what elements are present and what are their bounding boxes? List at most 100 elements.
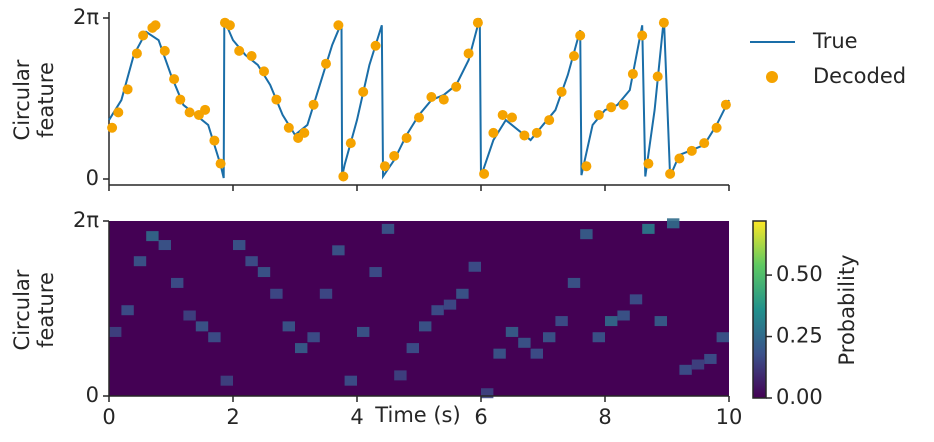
decoded-point: [150, 20, 161, 31]
heatmap-cell: [704, 353, 717, 364]
y-tick-label: 2π: [73, 208, 99, 232]
heatmap-cell: [468, 261, 481, 272]
decoded-point: [389, 150, 400, 161]
decoded-point: [259, 66, 269, 77]
y-tick-label: 0: [86, 383, 99, 407]
decoded-point: [224, 20, 235, 31]
decoded-point: [497, 109, 508, 120]
heatmap-cell: [605, 316, 618, 327]
decoded-point: [338, 171, 349, 182]
legend-label: Decoded: [813, 64, 906, 88]
decoded-point: [414, 112, 424, 123]
heatmap-cell: [270, 288, 283, 299]
x-tick-label: 4: [350, 405, 363, 429]
decoded-point: [652, 71, 663, 82]
heatmap-cell: [493, 348, 506, 359]
true-line: [108, 17, 730, 180]
decoded-point: [426, 92, 437, 103]
colorbar: [752, 220, 767, 399]
decoded-point: [345, 138, 356, 149]
heatmap-cell: [518, 337, 531, 348]
heatmap-cell: [419, 321, 432, 332]
heatmap-cell: [282, 321, 295, 332]
decoded-point: [606, 102, 617, 113]
heatmap-cell: [319, 288, 333, 299]
decoded-point: [665, 168, 676, 179]
decoded-point: [507, 112, 517, 123]
heatmap-cell: [146, 231, 159, 242]
colorbar-tick-label: 0.50: [776, 262, 823, 286]
decoded-point: [637, 30, 648, 41]
heatmap-cell: [443, 299, 457, 310]
x-tick-label: 10: [716, 405, 743, 429]
decoded-point: [299, 127, 310, 138]
y-axis-label: Circularfeature: [10, 59, 58, 140]
decoded-point: [658, 17, 669, 28]
x-tick-label: 2: [226, 405, 239, 429]
decoded-point: [107, 122, 118, 133]
heatmap-cell: [220, 375, 233, 386]
colorbar-label: Probability: [835, 254, 859, 365]
decoded-point: [321, 58, 331, 69]
decoded-point: [308, 99, 319, 110]
decoded-point: [556, 86, 567, 97]
decoded-point: [379, 161, 390, 172]
decoded-point: [575, 30, 586, 41]
decoded-point: [333, 20, 344, 31]
decoded-point: [711, 122, 722, 133]
decoded-point: [463, 48, 474, 59]
heatmap-cell: [208, 332, 221, 343]
heatmap-cell: [716, 332, 729, 343]
heatmap-cell: [158, 240, 171, 251]
heatmap-cell: [456, 288, 469, 299]
heatmap-cell: [617, 310, 630, 321]
decoded-point: [531, 127, 542, 138]
heatmap-cell: [245, 256, 258, 267]
decoded-point: [544, 115, 555, 126]
x-axis-label: Time (s): [374, 403, 460, 427]
colorbar-tick-label: 0.25: [776, 324, 823, 348]
decoded-point: [283, 122, 294, 133]
decoded-point: [627, 68, 638, 79]
heatmap-cell: [592, 332, 605, 343]
decoded-point: [358, 86, 369, 97]
decoded-point: [451, 81, 462, 92]
heatmap-cell: [654, 316, 667, 327]
decoded-point: [246, 51, 257, 62]
heatmap-cell: [667, 218, 680, 229]
heatmap-cell: [481, 388, 494, 399]
decoded-point: [122, 84, 133, 95]
decoded-point: [581, 161, 592, 172]
decoded-point: [209, 135, 220, 146]
heatmap-cell: [295, 343, 308, 354]
decoded-point: [618, 99, 629, 110]
decoded-point: [569, 51, 579, 62]
decoded-point: [370, 40, 381, 51]
decoded-point: [113, 107, 124, 118]
decoded-point: [472, 17, 483, 28]
decoded-point: [643, 158, 654, 169]
x-tick-label: 0: [102, 405, 115, 429]
heatmap-cell: [257, 267, 271, 278]
heatmap-cell: [183, 310, 196, 321]
decoded-point: [720, 99, 731, 110]
heatmap-background: [109, 221, 729, 396]
decoded-point: [138, 30, 149, 41]
heatmap-cell: [431, 305, 444, 316]
heatmap-cell: [357, 326, 370, 337]
decoded-point: [519, 130, 530, 141]
heatmap-cell: [133, 256, 147, 267]
heatmap-cell: [307, 332, 320, 343]
heatmap-cell: [629, 294, 643, 305]
decoded-point: [674, 153, 685, 164]
heatmap-cell: [530, 348, 543, 359]
decoded-point: [131, 48, 142, 59]
decoded-point: [438, 94, 449, 105]
decoded-point: [175, 94, 186, 105]
heatmap-cell: [394, 370, 407, 381]
heatmap-cell: [195, 321, 209, 332]
decoded-point: [215, 158, 226, 169]
decoded-point: [234, 45, 245, 56]
heatmap-cell: [679, 364, 692, 375]
